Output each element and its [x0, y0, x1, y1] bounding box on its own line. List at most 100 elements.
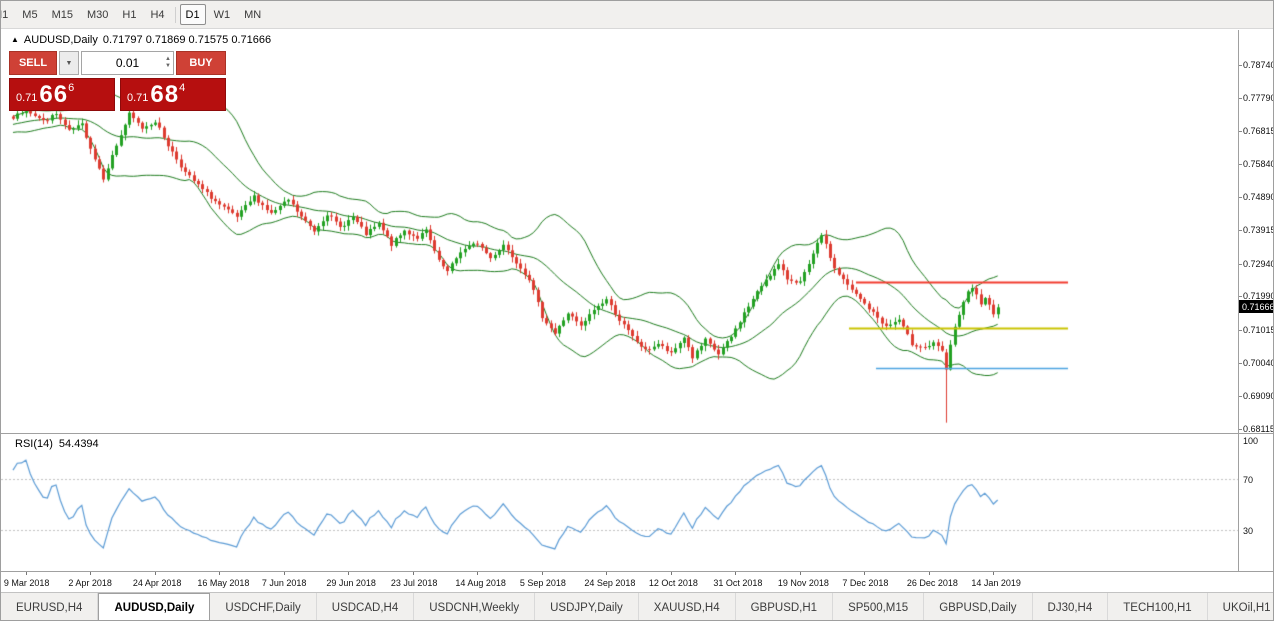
- tab-gbpusd-h1[interactable]: GBPUSD,H1: [736, 593, 834, 620]
- timeframe-m15-button[interactable]: M15: [51, 8, 73, 21]
- tab-audusd-daily[interactable]: AUDUSD,Daily: [98, 593, 211, 620]
- date-axis-label: 24 Apr 2018: [132, 578, 182, 588]
- date-axis-tick: [993, 572, 995, 575]
- price-axis-label: 0.73915: [1243, 225, 1274, 236]
- date-axis-label: 7 Dec 2018: [842, 578, 889, 588]
- price-axis-label: 0.78740: [1243, 60, 1274, 70]
- rsi-name: RSI(14): [15, 438, 53, 450]
- one-click-trading-panel: SELL ▼ 0.01 ▲ ▼ BUY 0.71 66 6 0.71 68: [9, 51, 226, 111]
- timeframe-m5-button[interactable]: M5: [22, 8, 38, 21]
- price-axis-tick: [1239, 130, 1242, 132]
- lot-size-input[interactable]: 0.01 ▲ ▼: [81, 51, 174, 75]
- price-axis-label: 0.71990: [1243, 291, 1274, 302]
- timeframe-w1-button[interactable]: W1: [213, 8, 231, 21]
- timeframe-h1-button[interactable]: H1: [122, 8, 137, 21]
- date-axis-tick: [606, 572, 608, 575]
- date-axis-label: 16 May 2018: [197, 578, 250, 588]
- date-axis[interactable]: 9 Mar 2018 2 Apr 2018 24 Apr 2018 16 May 20…: [1, 571, 1273, 592]
- sell-price-prefix: 0.71: [16, 92, 38, 104]
- tab-usdcnh-weekly[interactable]: USDCNH,Weekly: [414, 593, 536, 620]
- date-axis-tick: [670, 572, 672, 575]
- tab-sp500-m15[interactable]: SP500,M15: [833, 593, 925, 620]
- tab-gbpusd-daily[interactable]: GBPUSD,Daily: [924, 593, 1033, 620]
- date-axis-label: 2 Apr 2018: [68, 578, 112, 588]
- lot-dropdown-button[interactable]: ▼: [59, 51, 79, 75]
- timeframe-toolbar: M1 M5 M15 M30 H1 H4 D1 W1 MN: [1, 1, 1273, 29]
- rsi-axis: 100 70 30: [1238, 434, 1273, 571]
- tab-usdcad-h4[interactable]: USDCAD,H4: [317, 593, 415, 620]
- tab-tech100-h1[interactable]: TECH100,H1: [1108, 593, 1208, 620]
- date-axis-tick: [283, 572, 285, 575]
- price-axis-label: 0.74890: [1243, 191, 1274, 202]
- lot-stepper: ▲ ▼: [165, 53, 171, 73]
- price-axis-tick: [1239, 230, 1242, 232]
- price-axis-tick: [1239, 65, 1242, 66]
- date-axis-label: 7 Jun 2018: [261, 578, 307, 588]
- price-axis-tick: [1239, 363, 1242, 365]
- price-axis-tick: [1239, 395, 1242, 397]
- one-click-controls-row: SELL ▼ 0.01 ▲ ▼ BUY: [9, 51, 226, 75]
- price-axis-label: 0.70040: [1243, 358, 1274, 369]
- lot-increase-button[interactable]: ▲: [165, 56, 171, 62]
- price-axis-label: 0.76815: [1243, 125, 1274, 136]
- tab-eurusd-h4[interactable]: EURUSD,H4: [1, 593, 99, 620]
- price-axis-tick: [1239, 164, 1242, 166]
- price-axis-tick: [1239, 329, 1242, 331]
- chart-title: ▲ AUDUSD,Daily 0.71797 0.71869 0.71575 0…: [11, 34, 271, 46]
- buy-price-box[interactable]: 0.71 68 4: [120, 78, 226, 111]
- date-axis-tick: [477, 572, 479, 575]
- price-axis-label: 0.77790: [1243, 92, 1274, 103]
- price-axis[interactable]: 0.71666 0.78740 0.77790 0.76815 0.75840 0.74…: [1238, 30, 1274, 434]
- rsi-canvas[interactable]: [1, 434, 1238, 571]
- rsi-axis-label: 70: [1243, 474, 1254, 485]
- date-axis-label: 14 Jan 2019: [971, 578, 1021, 588]
- price-axis-label: 0.68115: [1243, 424, 1274, 434]
- toolbar-divider: [174, 6, 176, 23]
- date-axis-tick: [348, 572, 350, 575]
- current-price-tag: 0.71666: [1239, 300, 1273, 314]
- tab-xauusd-h4[interactable]: XAUUSD,H4: [639, 593, 736, 620]
- sell-price-box[interactable]: 0.71 66 6: [9, 78, 115, 111]
- tab-usdjpy-daily[interactable]: USDJPY,Daily: [535, 593, 639, 620]
- chart-symbol-label: AUDUSD,Daily: [23, 34, 98, 46]
- panel-separator[interactable]: [1, 433, 1273, 434]
- price-axis-label: 0.71015: [1243, 324, 1274, 335]
- price-axis-tick: [1239, 97, 1242, 99]
- date-axis-tick: [928, 572, 930, 575]
- date-axis-label: 24 Sep 2018: [584, 578, 636, 588]
- rsi-axis-label: 100: [1243, 436, 1259, 446]
- buy-price-pips: 68: [150, 81, 180, 108]
- date-axis-label: 9 Mar 2018: [3, 578, 50, 588]
- tab-usdchf-daily[interactable]: USDCHF,Daily: [210, 593, 317, 620]
- timeframe-d1-button[interactable]: D1: [179, 4, 206, 25]
- date-axis-tick: [735, 572, 737, 575]
- timeframe-m30-button[interactable]: M30: [86, 8, 109, 21]
- buy-button[interactable]: BUY: [176, 51, 226, 75]
- date-axis-tick: [154, 572, 156, 575]
- date-axis-label: 26 Dec 2018: [906, 578, 958, 588]
- timeframe-h4-button[interactable]: H4: [150, 8, 165, 21]
- date-axis-tick: [541, 572, 543, 575]
- timeframe-mn-button[interactable]: MN: [244, 8, 262, 21]
- date-axis-tick: [219, 572, 221, 575]
- chart-ohlc-values: 0.71797 0.71869 0.71575 0.71666: [102, 34, 272, 46]
- tab-ukoil-h1[interactable]: UKOil,H1: [1208, 593, 1273, 620]
- price-axis-tick: [1239, 296, 1242, 298]
- rsi-value: 54.4394: [58, 438, 99, 450]
- price-axis-label: 0.69090: [1243, 390, 1274, 401]
- rsi-indicator-label: RSI(14) 54.4394: [15, 438, 99, 450]
- date-axis-tick: [25, 572, 27, 575]
- date-axis-label: 23 Jul 2018: [390, 578, 438, 588]
- lot-decrease-button[interactable]: ▼: [165, 63, 171, 69]
- one-click-prices-row: 0.71 66 6 0.71 68 4: [9, 78, 226, 111]
- lot-size-value: 0.01: [115, 56, 140, 70]
- tab-dj30-h4[interactable]: DJ30,H4: [1033, 593, 1109, 620]
- buy-price-prefix: 0.71: [127, 92, 149, 104]
- sell-button[interactable]: SELL: [9, 51, 57, 75]
- timeframe-m1-button[interactable]: M1: [1, 8, 9, 21]
- date-axis-label: 5 Sep 2018: [519, 578, 566, 588]
- date-axis-label: 14 Aug 2018: [455, 578, 506, 588]
- sell-price-pips: 66: [39, 81, 69, 108]
- date-axis-tick: [864, 572, 866, 575]
